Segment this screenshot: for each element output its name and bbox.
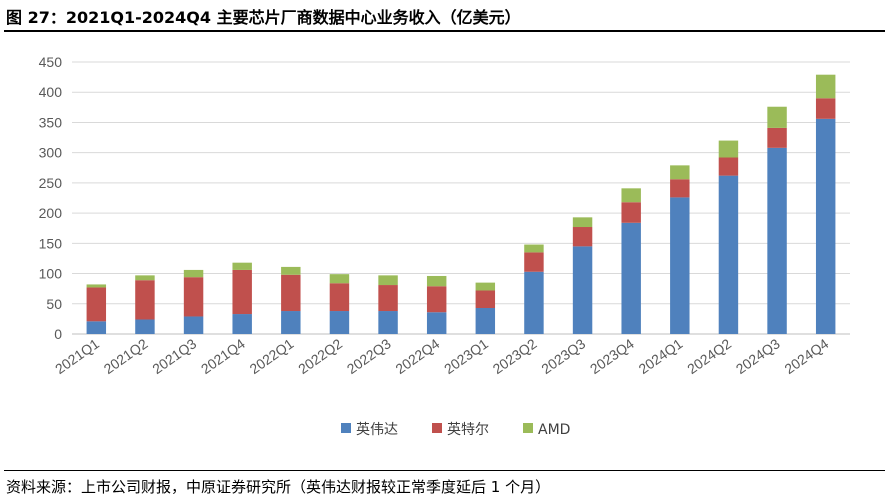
x-axis-ticks: 2021Q12021Q22021Q32021Q42022Q12022Q22022…	[52, 335, 832, 377]
bar-segment	[329, 274, 350, 284]
bar-segment	[815, 74, 836, 99]
x-tick-label: 2023Q4	[587, 335, 637, 377]
bar-segment	[378, 285, 398, 312]
stacked-bar-chart: 0 50 100 150 200 250 300 350 400 450 2021Q12021Q2…	[39, 54, 850, 438]
legend-swatch	[432, 423, 442, 433]
bar-segment	[670, 197, 690, 334]
legend-swatch	[341, 423, 351, 433]
bar-segment	[281, 274, 301, 312]
bar-segment	[329, 311, 350, 334]
bar-segment	[475, 290, 496, 309]
bar-segment	[767, 147, 787, 334]
bar-segment	[135, 280, 155, 320]
bar-segment	[232, 314, 252, 334]
bar-segment	[426, 286, 447, 313]
bars	[86, 74, 836, 334]
bar-segment	[86, 284, 107, 288]
y-tick-label: 50	[46, 296, 62, 312]
bar-segment	[815, 98, 836, 119]
bar-segment	[572, 227, 593, 247]
bar-segment	[524, 271, 544, 334]
title-rule	[4, 30, 885, 32]
x-tick-label: 2022Q1	[247, 335, 297, 377]
x-tick-label: 2023Q3	[538, 335, 588, 377]
bar-segment	[524, 252, 544, 272]
bar-segment	[135, 319, 155, 334]
y-tick-label: 400	[39, 84, 63, 100]
legend-swatch	[523, 423, 533, 433]
bar-segment	[329, 283, 350, 312]
bar-segment	[815, 118, 836, 334]
bar-segment	[281, 311, 301, 334]
bar-segment	[670, 179, 690, 198]
y-tick-label: 450	[39, 54, 63, 70]
bar-segment	[621, 222, 641, 334]
bar-segment	[378, 311, 398, 334]
legend-label: AMD	[538, 422, 570, 438]
legend-label: 英伟达	[356, 421, 398, 438]
x-tick-label: 2022Q3	[344, 335, 394, 377]
legend-label: 英特尔	[447, 421, 489, 438]
x-tick-label: 2021Q2	[101, 335, 151, 377]
bar-segment	[670, 165, 690, 180]
bar-segment	[232, 262, 252, 270]
bar-segment	[183, 316, 204, 334]
bar-segment	[426, 275, 447, 287]
bar-segment	[475, 308, 496, 334]
bar-segment	[718, 175, 739, 334]
y-tick-label: 300	[39, 145, 63, 161]
bar-segment	[86, 287, 107, 322]
figure-title: 图 27：2021Q1-2024Q4 主要芯片厂商数据中心业务收入（亿美元）	[6, 8, 521, 27]
bar-segment	[767, 127, 787, 148]
bar-segment	[86, 321, 107, 334]
source-rule	[4, 470, 885, 471]
bar-segment	[621, 202, 641, 223]
bar-segment	[475, 282, 496, 291]
bar-segment	[183, 269, 204, 278]
bar-segment	[572, 246, 593, 334]
x-tick-label: 2024Q4	[781, 335, 831, 377]
x-tick-label: 2022Q4	[392, 335, 442, 377]
legend: 英伟达 英特尔 AMD	[341, 421, 570, 438]
bar-segment	[426, 312, 447, 334]
x-tick-label: 2023Q2	[490, 335, 540, 377]
y-tick-label: 250	[39, 175, 63, 191]
bar-segment	[767, 106, 787, 128]
y-tick-label: 0	[54, 326, 62, 342]
bar-segment	[281, 266, 301, 275]
y-tick-label: 100	[39, 266, 63, 282]
x-tick-label: 2024Q1	[636, 335, 686, 377]
bar-segment	[232, 269, 252, 315]
bar-segment	[524, 244, 544, 253]
bar-segment	[718, 157, 739, 176]
x-tick-label: 2024Q3	[733, 335, 783, 377]
bar-segment	[183, 277, 204, 317]
bar-segment	[378, 275, 398, 286]
x-tick-label: 2024Q2	[684, 335, 734, 377]
y-tick-label: 150	[39, 235, 63, 251]
x-tick-label: 2021Q4	[198, 335, 248, 377]
x-tick-label: 2022Q2	[295, 335, 345, 377]
bar-segment	[572, 217, 593, 228]
bar-segment	[135, 275, 155, 281]
y-tick-label: 350	[39, 114, 63, 130]
x-tick-label: 2023Q1	[441, 335, 491, 377]
y-axis-ticks: 0 50 100 150 200 250 300 350 400 450	[39, 54, 63, 342]
bar-segment	[718, 140, 739, 158]
source-note: 资料来源：上市公司财报，中原证券研究所（英伟达财报较正常季度延后 1 个月）	[6, 478, 551, 496]
x-tick-label: 2021Q3	[149, 335, 199, 377]
y-tick-label: 200	[39, 205, 63, 221]
bar-segment	[621, 188, 641, 203]
